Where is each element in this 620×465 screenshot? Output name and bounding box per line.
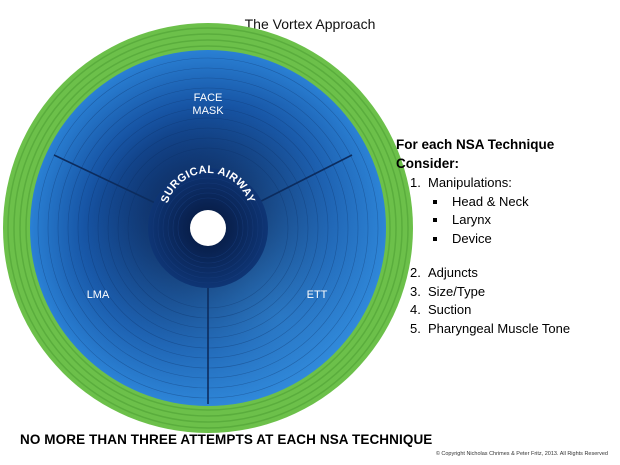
- bullet-item-larynx: Larynx: [396, 211, 620, 230]
- zone-label-ett: ETT: [307, 289, 328, 301]
- square-bullet-icon: [433, 218, 437, 222]
- technique-panel: For each NSA Technique Consider: 1. Mani…: [396, 136, 620, 338]
- bullet-label: Larynx: [452, 212, 492, 227]
- zone-label-lma: LMA: [87, 289, 110, 301]
- list-number: 3.: [410, 283, 421, 299]
- list-item-adjuncts: 2. Adjuncts: [396, 264, 620, 283]
- list-label: Manipulations:: [428, 175, 512, 190]
- center-hole: [190, 210, 226, 246]
- bullet-item-device: Device: [396, 230, 620, 249]
- panel-heading: For each NSA Technique Consider:: [396, 137, 555, 171]
- list-label: Size/Type: [428, 283, 486, 299]
- blue-disc-bands: [37, 57, 379, 399]
- surgical-airway-bands: [152, 172, 264, 284]
- zone-label-face: FACE: [194, 92, 223, 104]
- copyright-notice: © Copyright Nicholas Chrimes & Peter Fri…: [435, 451, 608, 457]
- bullet-item-head-neck: Head & Neck: [396, 193, 620, 212]
- bullet-label: Head & Neck: [452, 193, 529, 209]
- bullet-label: Device: [452, 230, 492, 246]
- attempts-footer: NO MORE THAN THREE ATTEMPTS AT EACH NSA …: [20, 432, 433, 447]
- diagram-title: The Vortex Approach: [244, 16, 376, 32]
- list-label: Pharyngeal Muscle Tone: [428, 320, 571, 336]
- list-number: 1.: [410, 175, 421, 190]
- list-item-pharyngeal-tone: 5. Pharyngeal Muscle Tone: [396, 320, 620, 339]
- list-number: 2.: [410, 265, 421, 280]
- green-ring-bands: [7, 27, 409, 429]
- list-item-size-type: 3. Size/Type: [396, 283, 620, 302]
- list-label: Adjuncts: [428, 265, 478, 280]
- square-bullet-icon: [433, 236, 437, 241]
- list-item-manipulations: 1. Manipulations:: [396, 174, 620, 193]
- list-number: 5.: [410, 320, 421, 336]
- list-item-suction: 4. Suction: [396, 301, 620, 320]
- list-label: Suction: [428, 302, 472, 317]
- list-number: 4.: [410, 302, 421, 317]
- square-bullet-icon: [433, 199, 437, 204]
- zone-label-mask: MASK: [192, 105, 224, 117]
